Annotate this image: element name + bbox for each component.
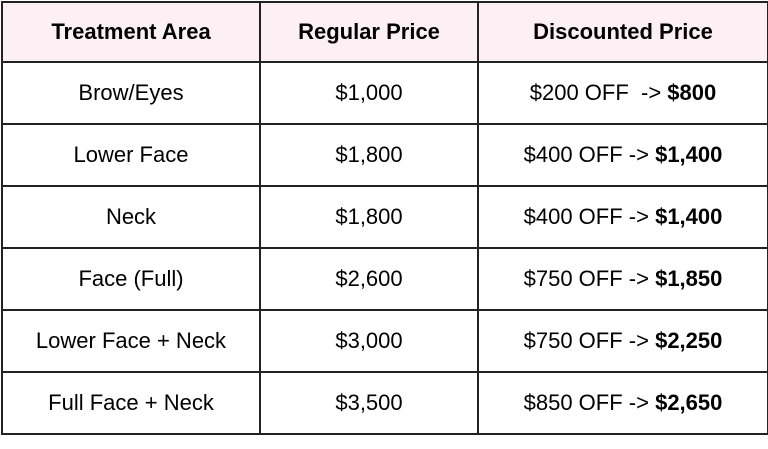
discount-amount: $400 OFF -> <box>523 142 656 167</box>
pricing-table: Treatment Area Regular Price Discounted … <box>1 1 768 435</box>
discounted-price-cell: $850 OFF -> $2,650 <box>477 371 768 435</box>
discounted-price-cell: $200 OFF -> $800 <box>477 61 768 125</box>
discount-amount: $200 OFF -> <box>529 80 668 105</box>
regular-price-cell: $1,800 <box>259 123 479 187</box>
table-row: Face (Full) $2,600 $750 OFF -> $1,850 <box>1 247 768 311</box>
regular-price-cell: $2,600 <box>259 247 479 311</box>
final-price: $2,250 <box>655 328 723 353</box>
discount-amount: $750 OFF -> <box>523 328 656 353</box>
regular-price-cell: $3,000 <box>259 309 479 373</box>
table-row: Brow/Eyes $1,000 $200 OFF -> $800 <box>1 61 768 125</box>
regular-price-cell: $1,000 <box>259 61 479 125</box>
treatment-area-cell: Full Face + Neck <box>1 371 261 435</box>
header-row: Treatment Area Regular Price Discounted … <box>1 1 768 63</box>
header-regular-price: Regular Price <box>259 1 479 63</box>
treatment-area-cell: Brow/Eyes <box>1 61 261 125</box>
treatment-area-cell: Lower Face <box>1 123 261 187</box>
table-row: Lower Face $1,800 $400 OFF -> $1,400 <box>1 123 768 187</box>
header-discounted-price: Discounted Price <box>477 1 768 63</box>
treatment-area-cell: Lower Face + Neck <box>1 309 261 373</box>
discounted-price-cell: $750 OFF -> $2,250 <box>477 309 768 373</box>
final-price: $800 <box>667 80 717 105</box>
discounted-price-cell: $750 OFF -> $1,850 <box>477 247 768 311</box>
discounted-price-cell: $400 OFF -> $1,400 <box>477 185 768 249</box>
table-row: Lower Face + Neck $3,000 $750 OFF -> $2,… <box>1 309 768 373</box>
final-price: $2,650 <box>655 390 723 415</box>
discount-amount: $750 OFF -> <box>523 266 656 291</box>
table-row: Neck $1,800 $400 OFF -> $1,400 <box>1 185 768 249</box>
treatment-area-cell: Neck <box>1 185 261 249</box>
final-price: $1,850 <box>655 266 723 291</box>
final-price: $1,400 <box>655 204 723 229</box>
final-price: $1,400 <box>655 142 723 167</box>
header-treatment-area: Treatment Area <box>1 1 261 63</box>
regular-price-cell: $3,500 <box>259 371 479 435</box>
regular-price-cell: $1,800 <box>259 185 479 249</box>
treatment-area-cell: Face (Full) <box>1 247 261 311</box>
table-row: Full Face + Neck $3,500 $850 OFF -> $2,6… <box>1 371 768 435</box>
discount-amount: $400 OFF -> <box>523 204 656 229</box>
discount-amount: $850 OFF -> <box>523 390 656 415</box>
discounted-price-cell: $400 OFF -> $1,400 <box>477 123 768 187</box>
